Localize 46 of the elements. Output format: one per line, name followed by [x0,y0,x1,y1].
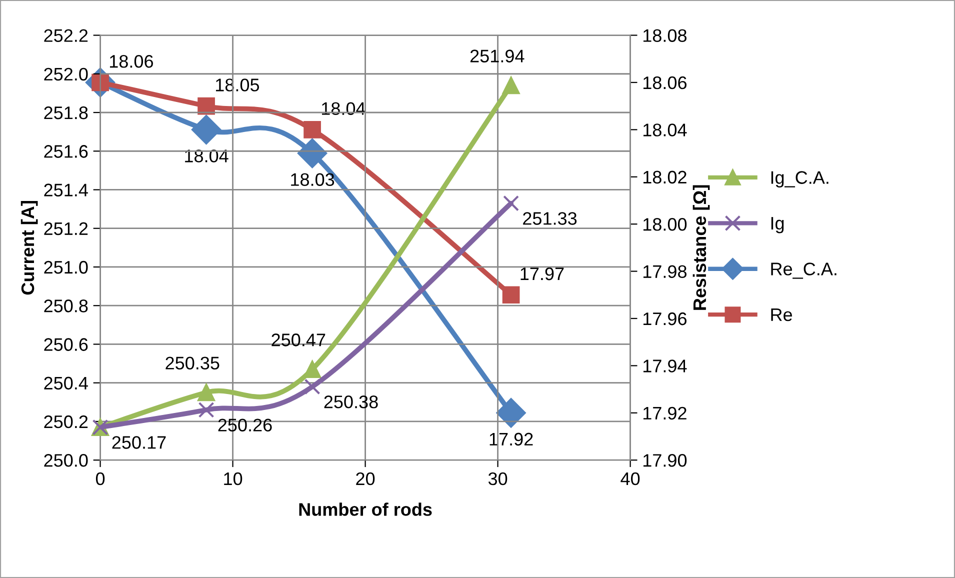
legend-label: Ig_C.A. [771,171,828,188]
data-label: 17.92 [490,432,533,446]
x-axis-title: Number of rods [299,502,432,516]
y2-tick-label: 17.90 [643,454,687,467]
y-tick-label: 251.6 [44,145,88,158]
y2-tick-label: 18.06 [643,76,686,90]
x-tick-label: 40 [620,472,640,486]
data-label: 18.03 [291,173,334,186]
data-label: 18.05 [216,78,260,92]
y-tick-label: 250.0 [44,454,88,467]
y-tick-label: 251.4 [44,184,88,196]
data-label: 18.06 [110,54,153,68]
y2-tick-label: 17.94 [643,360,687,372]
data-label: 250.35 [166,356,220,370]
x-tick-label: 30 [488,472,508,486]
data-label: 17.97 [520,267,564,280]
y-tick-label: 252.0 [44,68,88,81]
y2-tick-label: 17.96 [643,312,686,326]
legend-label: Re_C.A. [771,262,836,279]
data-label: 250.47 [272,334,326,346]
y-tick-label: 250.4 [44,376,88,390]
y-tick-label: 251.0 [44,260,88,274]
x-tick-label: 20 [356,472,375,486]
data-label: 250.38 [324,396,378,408]
y-tick-label: 250.2 [44,415,88,428]
y2-axis-title: Resistance [Ω] [692,185,710,310]
y2-tick-label: 18.00 [643,218,687,231]
legend-label: Re [771,308,792,322]
y2-tick-label: 17.92 [643,406,686,420]
y-axis-title: Current [A] [20,201,38,295]
data-label: 251.94 [470,50,524,62]
y2-tick-label: 18.04 [643,124,687,136]
y-tick-label: 252.2 [44,29,88,42]
y-tick-label: 250.8 [44,300,88,312]
legend-label: Ig [771,217,784,234]
x-tick-label: 10 [224,472,242,486]
y-tick-label: 251.8 [44,106,88,120]
y-tick-label: 250.6 [44,338,88,351]
y2-tick-label: 18.02 [643,170,686,184]
y2-tick-label: 17.98 [643,265,687,278]
data-label: 250.17 [112,436,166,449]
data-label: 251.33 [523,212,577,225]
x-tick-label: 0 [96,472,105,486]
data-label: 250.26 [218,418,272,432]
y-tick-label: 251.2 [44,222,88,236]
y2-tick-label: 18.08 [643,29,687,42]
